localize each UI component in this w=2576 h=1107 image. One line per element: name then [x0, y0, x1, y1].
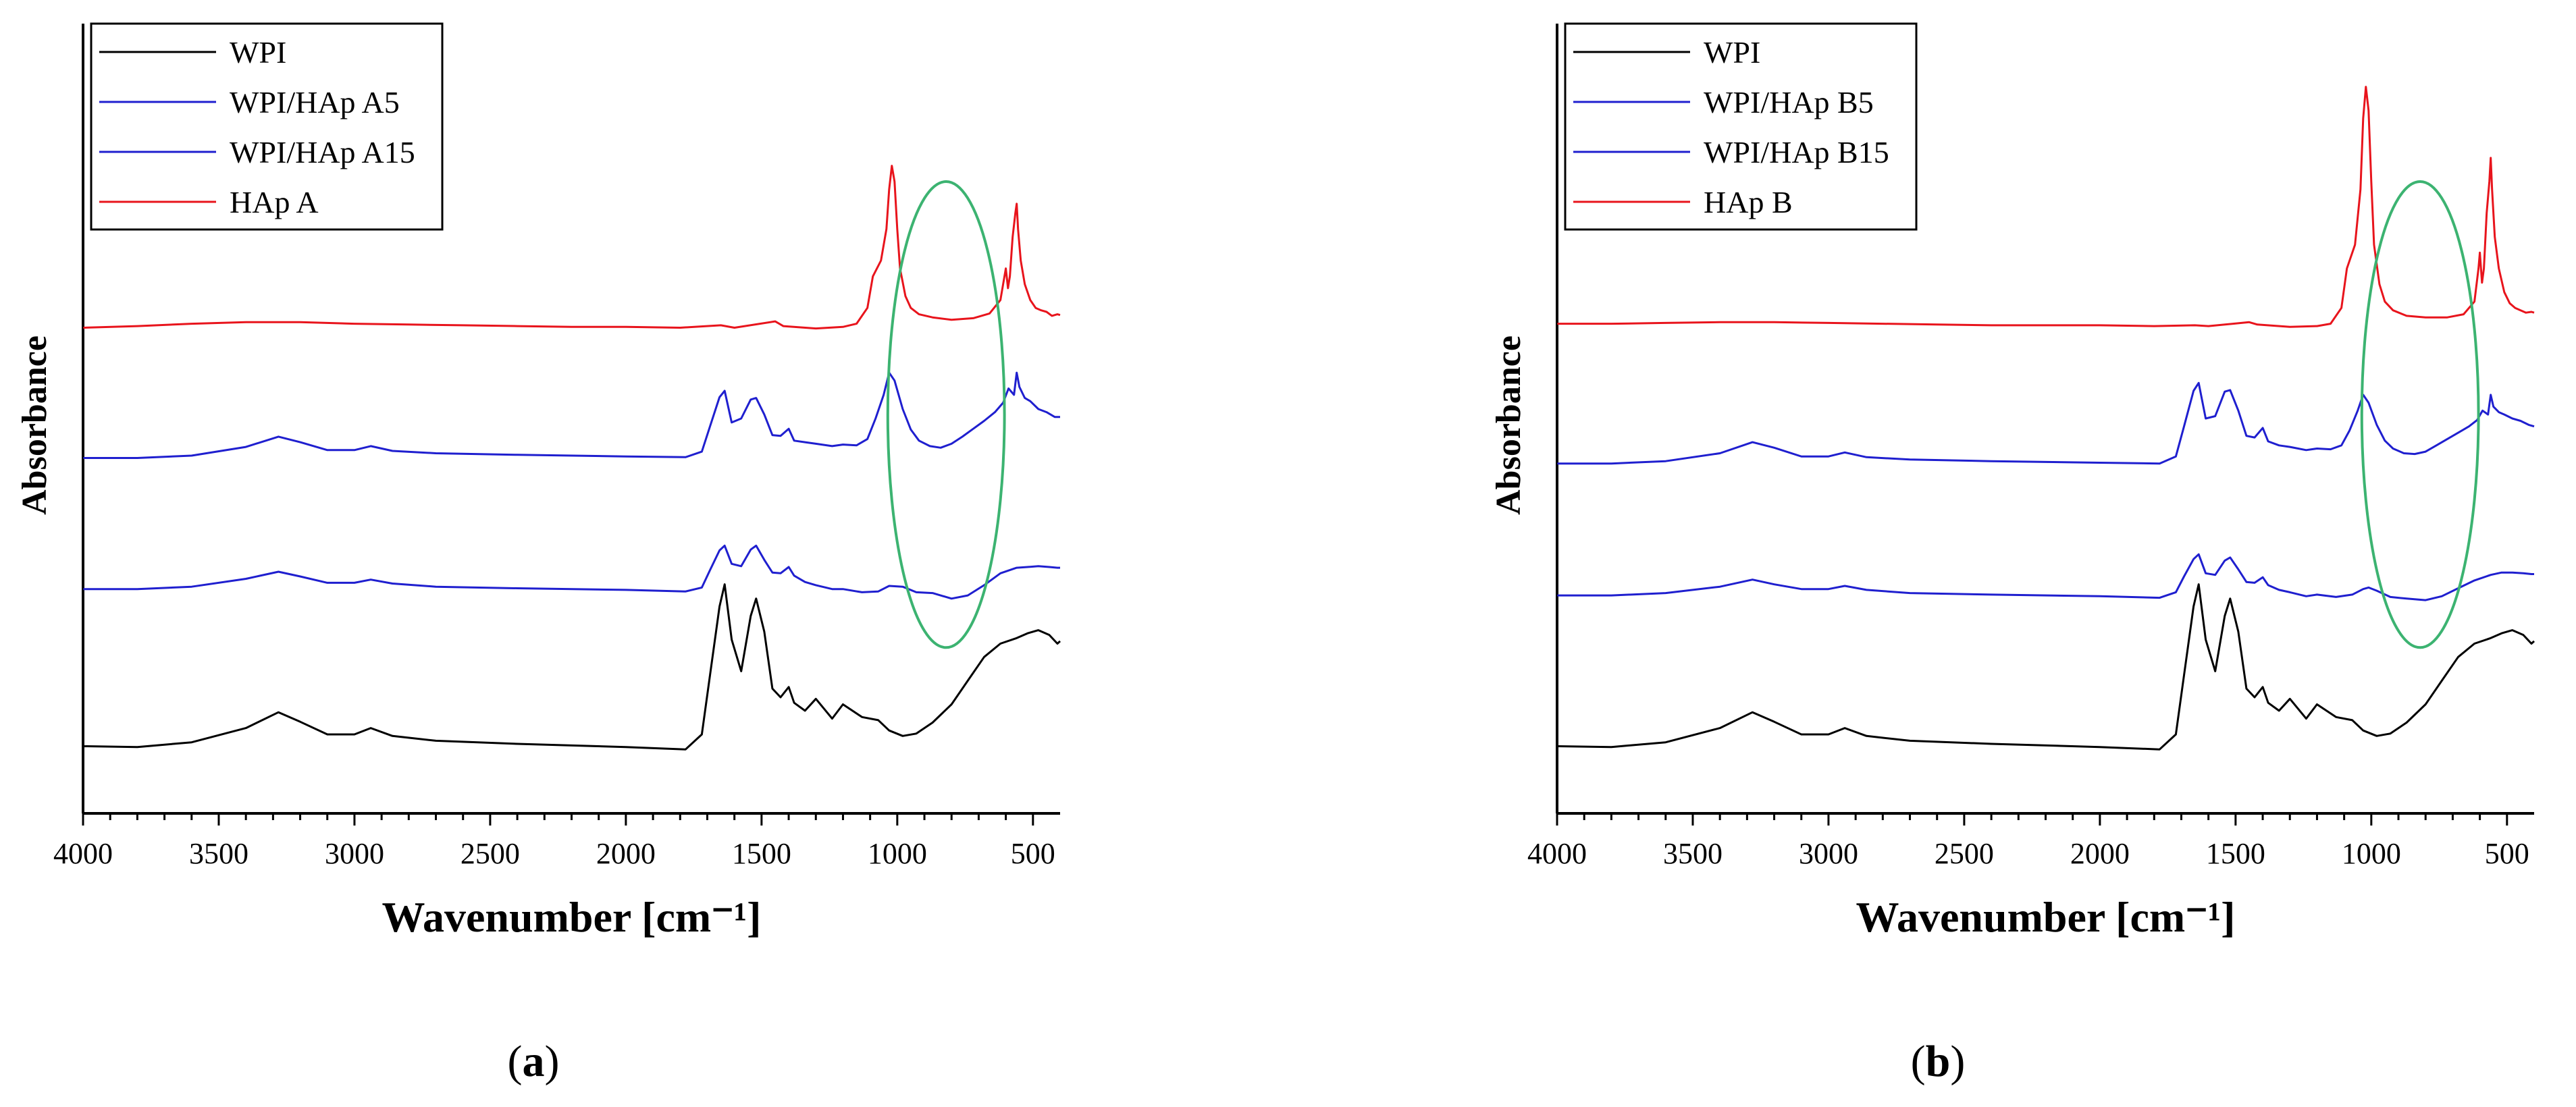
- panel-label-b-letter: b: [1925, 1037, 1951, 1086]
- series-line-wpi-hap-b15: [1557, 381, 2535, 465]
- chart-panel-b: 4000 3500 3000 2500 2000 1500 1000 500 Wavenumbe…: [1288, 0, 2576, 1107]
- series-line-hap-b: [1557, 86, 2535, 328]
- x-tick-label: 3000: [1799, 837, 1858, 870]
- series-line-wpi-hap-a5: [83, 544, 1060, 600]
- legend-entry: WPI/HAp B15: [1704, 135, 1889, 169]
- ftir-chart-a: 4000 3500 3000 2500 2000 1500 1000 500 Wavenumbe…: [16, 22, 1061, 941]
- x-axis-title: Wavenumber [cm⁻¹]: [382, 893, 762, 941]
- x-tick-label: 4000: [53, 837, 113, 870]
- x-tick-label: 2500: [1935, 837, 1994, 870]
- x-tick-label: 3000: [325, 837, 384, 870]
- x-tick-label: 2000: [596, 837, 656, 870]
- x-tick-label: 3500: [1663, 837, 1723, 870]
- legend-box: [90, 22, 444, 231]
- x-axis-title: Wavenumber [cm⁻¹]: [1856, 893, 2236, 941]
- x-tick-label: 1000: [2342, 837, 2401, 870]
- legend-box: [1564, 22, 1918, 231]
- x-tick-label: 500: [2485, 837, 2529, 870]
- x-tick-label: 1500: [732, 837, 791, 870]
- x-tick-label: 2000: [2070, 837, 2130, 870]
- series-line-wpi: [83, 583, 1061, 751]
- series-line-hap-a: [83, 165, 1061, 330]
- panel-label-a: (a): [507, 1037, 560, 1086]
- highlight-circle: [886, 180, 1006, 649]
- legend-entry: WPI/HAp B5: [1704, 85, 1874, 119]
- panel-label-a-letter: a: [522, 1037, 545, 1086]
- x-tick-label: 500: [1011, 837, 1055, 870]
- panel-label-b: (b): [1910, 1037, 1966, 1086]
- legend-entry: HAp B: [1704, 185, 1793, 219]
- x-tick-label: 2500: [461, 837, 520, 870]
- series-line-wpi-hap-a15: [83, 371, 1060, 459]
- legend-entry: WPI/HAp A15: [230, 135, 415, 169]
- legend-entry: HAp A: [230, 185, 319, 219]
- x-tick-label: 1000: [868, 837, 927, 870]
- x-tick-label: 1500: [2206, 837, 2265, 870]
- legend-entry: WPI/HAp A5: [230, 85, 400, 119]
- chart-panel-a: 4000 3500 3000 2500 2000 1500 1000 500 Wavenumbe…: [16, 22, 1061, 1086]
- series-line-wpi-hap-b5: [1557, 553, 2534, 601]
- legend-entry: WPI: [1704, 35, 1760, 70]
- ftir-chart-b: 4000 3500 3000 2500 2000 1500 1000 500 Wavenumbe…: [1490, 22, 2535, 941]
- x-tick-label: 4000: [1527, 837, 1587, 870]
- x-tick-label: 3500: [189, 837, 248, 870]
- y-axis-title: Absorbance: [16, 335, 54, 515]
- y-axis-title: Absorbance: [1490, 335, 1528, 515]
- series-line-wpi: [1557, 583, 2535, 751]
- legend-entry: WPI: [230, 35, 286, 70]
- highlight-circle: [2360, 180, 2480, 649]
